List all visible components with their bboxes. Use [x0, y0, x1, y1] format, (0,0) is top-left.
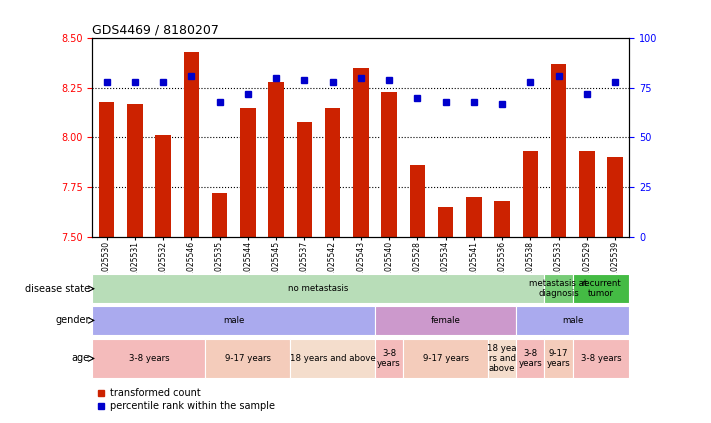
- Text: 9-17 years: 9-17 years: [422, 354, 469, 363]
- Bar: [488, 338, 516, 379]
- Bar: [494, 201, 510, 237]
- Text: recurrent
tumor: recurrent tumor: [581, 279, 621, 298]
- Bar: [92, 338, 205, 379]
- Text: 3-8 years: 3-8 years: [581, 354, 621, 363]
- Bar: [240, 107, 255, 237]
- Bar: [607, 157, 623, 237]
- Text: 3-8
years: 3-8 years: [518, 349, 542, 368]
- Bar: [403, 338, 488, 379]
- Text: GDS4469 / 8180207: GDS4469 / 8180207: [92, 24, 219, 37]
- Bar: [296, 121, 312, 237]
- Bar: [573, 338, 629, 379]
- Text: 18 years and above: 18 years and above: [289, 354, 375, 363]
- Bar: [551, 64, 567, 237]
- Bar: [579, 151, 594, 237]
- Bar: [516, 338, 545, 379]
- Bar: [99, 102, 114, 237]
- Bar: [92, 275, 545, 303]
- Bar: [205, 338, 290, 379]
- Text: male: male: [223, 316, 245, 325]
- Bar: [375, 338, 403, 379]
- Bar: [127, 104, 143, 237]
- Bar: [523, 151, 538, 237]
- Bar: [516, 306, 629, 335]
- Bar: [290, 338, 375, 379]
- Legend: transformed count, percentile rank within the sample: transformed count, percentile rank withi…: [97, 388, 275, 411]
- Bar: [545, 275, 573, 303]
- Text: disease state: disease state: [25, 284, 90, 294]
- Bar: [325, 107, 341, 237]
- Bar: [155, 135, 171, 237]
- Text: 3-8
years: 3-8 years: [378, 349, 401, 368]
- Text: 9-17
years: 9-17 years: [547, 349, 570, 368]
- Bar: [438, 207, 454, 237]
- Text: gender: gender: [55, 316, 90, 325]
- Bar: [212, 193, 228, 237]
- Text: 9-17 years: 9-17 years: [225, 354, 271, 363]
- Bar: [183, 52, 199, 237]
- Bar: [268, 82, 284, 237]
- Text: 18 yea
rs and
above: 18 yea rs and above: [487, 343, 517, 374]
- Text: male: male: [562, 316, 584, 325]
- Text: age: age: [72, 354, 90, 363]
- Text: 3-8 years: 3-8 years: [129, 354, 169, 363]
- Bar: [573, 275, 629, 303]
- Bar: [375, 306, 516, 335]
- Bar: [410, 165, 425, 237]
- Bar: [381, 92, 397, 237]
- Text: female: female: [431, 316, 461, 325]
- Text: no metastasis: no metastasis: [288, 284, 348, 293]
- Text: metastasis at
diagnosis: metastasis at diagnosis: [530, 279, 588, 298]
- Bar: [545, 338, 573, 379]
- Bar: [353, 68, 368, 237]
- Bar: [92, 306, 375, 335]
- Bar: [466, 197, 481, 237]
